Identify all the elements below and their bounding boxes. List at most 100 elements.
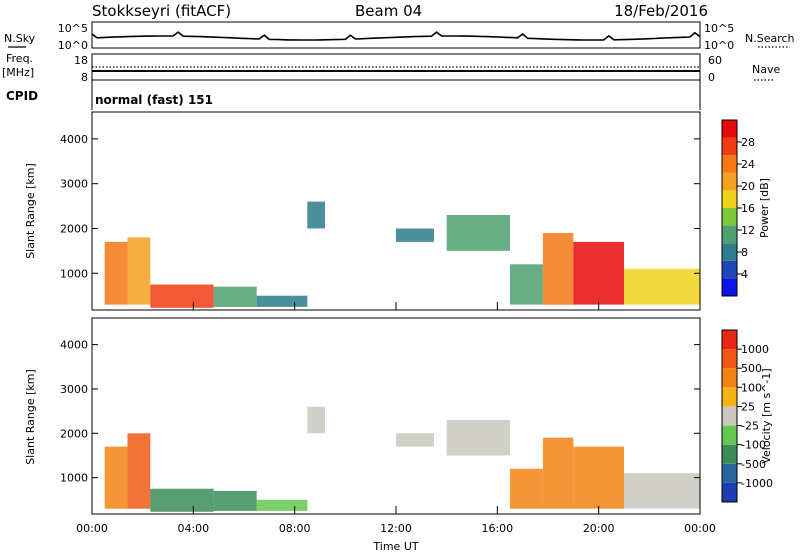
velocity-cell-10 bbox=[573, 446, 624, 509]
power-colorbar-tick-6: 28 bbox=[741, 136, 755, 149]
cpid-label: CPID bbox=[6, 89, 38, 103]
freq-panel: Freq. [MHz] 18 8 60 0 Nave bbox=[2, 52, 780, 84]
date-title: 18/Feb/2016 bbox=[614, 2, 708, 20]
velocity-ytick-2: 3000 bbox=[60, 383, 88, 396]
power-colorbar-tick-3: 16 bbox=[741, 202, 755, 215]
cpid-text: normal (fast) 151 bbox=[95, 93, 213, 107]
velocity-cell-6 bbox=[396, 433, 434, 447]
nsky-label: N.Sky bbox=[4, 32, 36, 45]
velocity-cell-3 bbox=[213, 490, 257, 511]
velocity-xtick-6: 00:00 bbox=[684, 522, 716, 535]
power-colorbar-box-1 bbox=[722, 260, 737, 279]
power-cell-3 bbox=[213, 286, 257, 307]
velocity-cell-4 bbox=[256, 499, 308, 511]
power-cell-11 bbox=[624, 268, 700, 305]
velocity-cell-1 bbox=[127, 433, 151, 509]
velocity-colorbar-label: Velocity [m s^-1] bbox=[760, 368, 773, 463]
velocity-colorbar-box-1 bbox=[722, 463, 737, 483]
velocity-cell-5 bbox=[307, 406, 325, 434]
velocity-xtick-4: 16:00 bbox=[481, 522, 513, 535]
velocity-xtick-1: 04:00 bbox=[177, 522, 209, 535]
velocity-xtick-2: 08:00 bbox=[279, 522, 311, 535]
velocity-colorbar-tick-2: 100 bbox=[741, 381, 762, 394]
time-xlabel: Time UT bbox=[372, 540, 418, 553]
power-colorbar-tick-5: 24 bbox=[741, 158, 755, 171]
power-cell-8 bbox=[510, 264, 543, 305]
velocity-cell-9 bbox=[542, 437, 574, 509]
nsky-tick-top: 10^5 bbox=[58, 22, 88, 35]
power-cell-1 bbox=[127, 237, 151, 305]
station-title: Stokkseyri (fitACF) bbox=[92, 2, 231, 20]
velocity-colorbar-box-7 bbox=[722, 349, 737, 369]
velocity-cell-11 bbox=[624, 473, 700, 509]
velocity-colorbar-tick-7: -1000 bbox=[741, 477, 773, 490]
freq-label: Freq. bbox=[6, 52, 33, 65]
nsearch-label: N.Search bbox=[745, 32, 795, 45]
beam-title: Beam 04 bbox=[355, 2, 422, 20]
velocity-colorbar-box-2 bbox=[722, 444, 737, 464]
power-colorbar-box-9 bbox=[722, 120, 737, 138]
nsky-tick-bottom: 10^0 bbox=[58, 39, 88, 52]
power-colorbar-tick-1: 8 bbox=[741, 246, 748, 259]
velocity-colorbar-box-6 bbox=[722, 368, 737, 388]
nave-tick-bottom: 0 bbox=[708, 71, 715, 84]
velocity-colorbar: 1000 500 100 25 -25 -100 -500 -1000 Velocity [m… bbox=[721, 329, 773, 503]
power-cell-2 bbox=[150, 284, 214, 308]
freq-tick-bottom: 8 bbox=[81, 71, 88, 84]
power-heatmap: 1000 2000 3000 4000 Slant Range [km] bbox=[24, 111, 701, 311]
power-colorbar-label: Power [dB] bbox=[758, 178, 771, 238]
velocity-cell-0 bbox=[104, 446, 128, 509]
power-colorbar-box-0 bbox=[722, 278, 737, 296]
power-colorbar-box-5 bbox=[722, 190, 737, 208]
power-ytick-3: 4000 bbox=[60, 133, 88, 146]
freq-unit: [MHz] bbox=[2, 66, 34, 79]
nsearch-tick-bottom: 10^0 bbox=[704, 39, 734, 52]
velocity-colorbar-box-8 bbox=[722, 330, 737, 350]
velocity-colorbar-tick-4: -25 bbox=[741, 420, 759, 433]
power-colorbar-box-6 bbox=[722, 172, 737, 191]
velocity-ytick-0: 1000 bbox=[60, 472, 88, 485]
power-ylabel: Slant Range [km] bbox=[24, 163, 37, 259]
velocity-colorbar-box-0 bbox=[722, 482, 737, 502]
velocity-xtick-5: 20:00 bbox=[583, 522, 615, 535]
power-colorbar-box-7 bbox=[722, 155, 737, 173]
velocity-ytick-1: 2000 bbox=[60, 427, 88, 440]
power-cell-10 bbox=[573, 241, 624, 305]
power-colorbar-tick-2: 12 bbox=[741, 224, 755, 237]
power-colorbar-box-4 bbox=[722, 208, 737, 226]
velocity-colorbar-box-4 bbox=[722, 406, 737, 426]
power-ytick-0: 1000 bbox=[60, 267, 88, 280]
power-cell-0 bbox=[104, 241, 128, 305]
velocity-colorbar-tick-0: 1000 bbox=[741, 343, 769, 356]
velocity-cell-2 bbox=[150, 488, 214, 512]
power-colorbar-tick-4: 20 bbox=[741, 180, 755, 193]
nave-tick-top: 60 bbox=[708, 54, 722, 67]
power-colorbar-box-8 bbox=[722, 137, 737, 156]
power-colorbar: 4 8 12 16 20 24 28 Power [dB] bbox=[721, 119, 771, 297]
velocity-ytick-3: 4000 bbox=[60, 339, 88, 352]
power-colorbar-box-3 bbox=[722, 225, 737, 244]
velocity-cell-7 bbox=[446, 420, 510, 456]
velocity-colorbar-tick-6: -500 bbox=[741, 458, 766, 471]
power-colorbar-tick-0: 4 bbox=[741, 268, 748, 281]
velocity-colorbar-tick-1: 500 bbox=[741, 362, 762, 375]
velocity-colorbar-tick-5: -100 bbox=[741, 439, 766, 452]
velocity-ylabel: Slant Range [km] bbox=[24, 369, 37, 465]
velocity-heatmap: 1000 2000 3000 4000 00:00 04:00 08:00 12:00 16:… bbox=[24, 317, 716, 535]
power-ytick-1: 2000 bbox=[60, 222, 88, 235]
velocity-xtick-3: 12:00 bbox=[380, 522, 412, 535]
power-colorbar-box-2 bbox=[722, 243, 737, 261]
velocity-colorbar-box-5 bbox=[722, 387, 737, 407]
velocity-colorbar-tick-3: 25 bbox=[741, 400, 755, 413]
nave-label: Nave bbox=[752, 63, 780, 76]
velocity-xtick-0: 00:00 bbox=[76, 522, 108, 535]
velocity-colorbar-box-3 bbox=[722, 425, 737, 445]
power-cell-7 bbox=[446, 215, 510, 251]
power-ytick-2: 3000 bbox=[60, 178, 88, 191]
power-cell-5 bbox=[307, 201, 325, 229]
power-cell-9 bbox=[542, 233, 574, 305]
nsearch-tick-top: 10^5 bbox=[704, 22, 734, 35]
cpid-panel: CPID normal (fast) 151 bbox=[6, 80, 701, 110]
power-cell-6 bbox=[396, 228, 434, 242]
